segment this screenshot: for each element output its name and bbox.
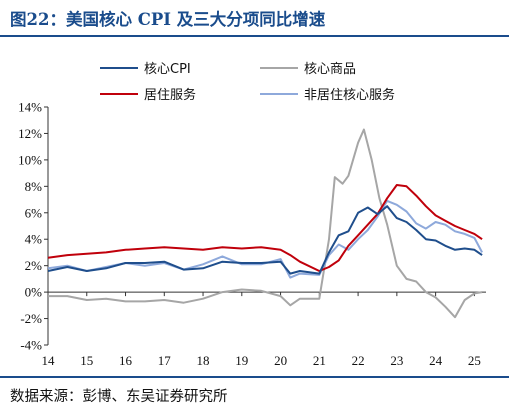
series-line-core-services-ex-shelter [47, 199, 483, 279]
x-tick-label: 22 [352, 353, 365, 368]
legend-label-core-services-ex-shelter: 非居住核心服务 [304, 87, 395, 103]
x-tick-label: 18 [197, 353, 210, 368]
y-tick-label: 0% [25, 285, 43, 300]
source-divider [0, 376, 509, 378]
x-tick-label: 17 [158, 353, 172, 368]
x-tick-label: 19 [235, 353, 248, 368]
y-tick-label: 4% [25, 232, 43, 247]
y-tick-label: -2% [20, 311, 42, 326]
legend-label-shelter-services: 居住服务 [144, 87, 196, 103]
source-note: 数据来源：彭博、东吴证券研究所 [10, 389, 228, 405]
x-tick-label: 14 [42, 353, 56, 368]
title-divider [0, 35, 509, 37]
x-tick-label: 21 [313, 353, 326, 368]
series-line-core-goods [48, 128, 483, 319]
y-axis: -4% -2% 0% 2% 4% 6% 8% 10% 12% 14% [18, 100, 49, 353]
series-line-core-cpi [47, 205, 483, 275]
x-axis: 14 15 16 17 18 19 20 21 22 23 24 25 [42, 291, 486, 368]
y-tick-label: 12% [18, 126, 42, 141]
series-line-shelter-services [47, 184, 483, 272]
x-tick-label: 23 [390, 353, 403, 368]
y-tick-label: 14% [18, 100, 42, 115]
x-tick-label: 15 [80, 353, 93, 368]
x-tick-label: 24 [429, 353, 443, 368]
legend-label-core-cpi: 核心CPI [144, 62, 191, 77]
x-tick-label: 16 [119, 353, 133, 368]
x-tick-label: 20 [274, 353, 287, 368]
page-title: 图22：美国核心 CPI 及三大分项同比增速 [10, 10, 326, 29]
y-tick-label: -4% [20, 338, 42, 353]
series-layer [47, 128, 483, 319]
y-tick-label: 6% [25, 205, 43, 220]
y-tick-label: 10% [18, 152, 42, 167]
y-tick-label: 2% [25, 258, 43, 273]
x-tick-label: 25 [468, 353, 481, 368]
legend-label-core-goods: 核心商品 [304, 62, 356, 77]
y-tick-label: 8% [25, 179, 43, 194]
